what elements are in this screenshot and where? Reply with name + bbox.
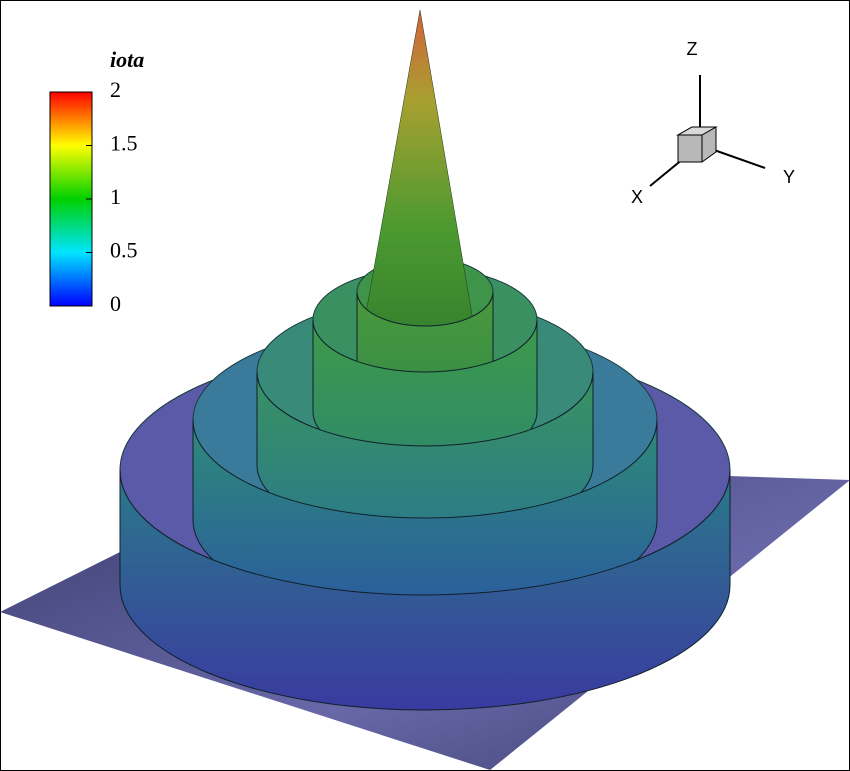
axis-triad <box>649 75 766 187</box>
colorbar-tick-label: 0.5 <box>110 238 138 263</box>
colorbar-tick-label: 0 <box>110 291 121 316</box>
z-axis-label: Z <box>687 39 698 59</box>
colorbar <box>49 91 93 307</box>
x-axis-label: X <box>631 187 643 207</box>
triad-cube-top <box>676 126 718 136</box>
colorbar-ticks: 0 0.5 1 1.5 2 <box>86 77 138 316</box>
y-axis-label: Y <box>783 167 795 187</box>
colorbar-title: iota <box>110 47 144 72</box>
colorbar-tick-label: 1 <box>110 184 121 209</box>
colorbar-tick-label: 2 <box>110 77 121 102</box>
ring-front-wall <box>119 469 731 711</box>
surface <box>119 9 731 711</box>
colorbar-tick-label: 1.5 <box>110 131 138 156</box>
